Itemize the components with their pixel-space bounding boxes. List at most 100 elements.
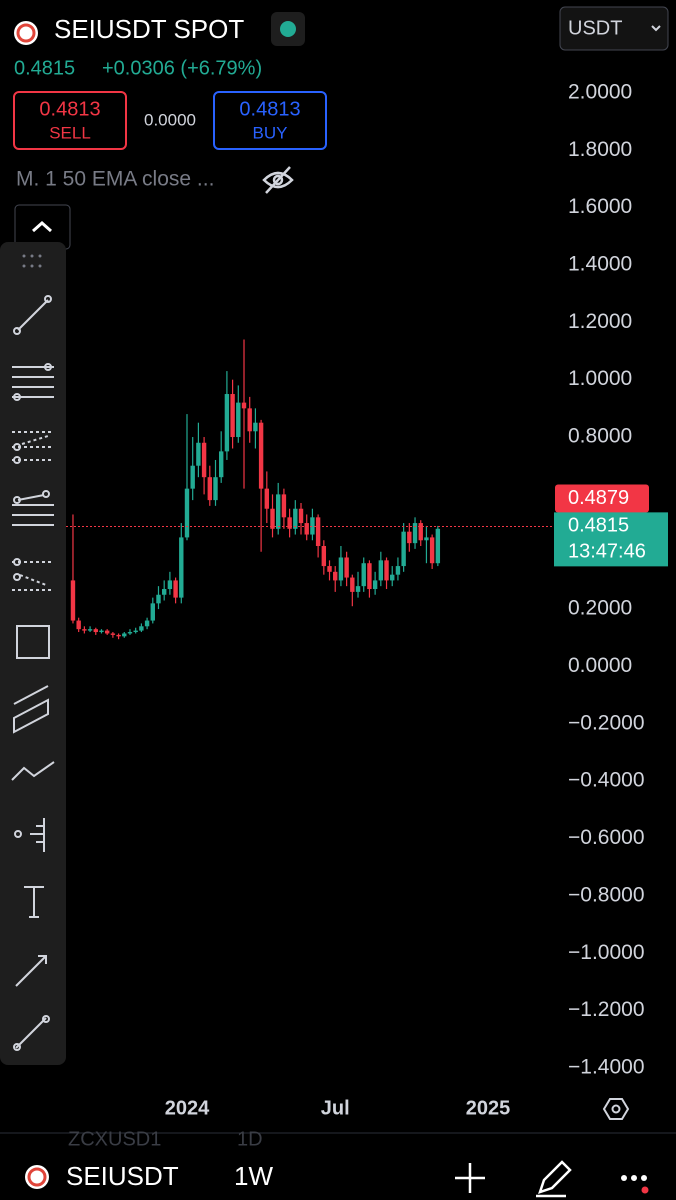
candle-body — [281, 494, 287, 518]
candle-body — [173, 580, 178, 598]
candle-body — [156, 594, 161, 604]
candle-body — [253, 422, 258, 432]
candle-body — [333, 571, 338, 581]
plot — [70, 92, 557, 1094]
candle-body — [82, 629, 87, 631]
candle-body — [236, 402, 241, 438]
draw-icon[interactable] — [536, 1160, 572, 1198]
candle-body — [150, 603, 155, 621]
indicator[interactable]: M. 1 50 EMA close ... — [16, 168, 214, 191]
candle-body — [207, 477, 212, 501]
candle-body — [395, 566, 401, 575]
candle-body — [298, 508, 304, 524]
candle-body — [310, 517, 315, 535]
footer-symbol[interactable]: SEIUSDT — [66, 1161, 179, 1191]
candle-body — [258, 422, 264, 489]
countdown: 13:47:46 — [568, 541, 646, 563]
candle-body — [241, 402, 247, 409]
last-price-label: 0.4815 — [568, 515, 629, 537]
y-tick-label: 1.6000 — [568, 195, 632, 218]
candle-body — [429, 537, 435, 564]
candle-body — [435, 528, 441, 564]
candle-body — [139, 626, 144, 631]
candle-body — [133, 630, 138, 633]
hide-icon[interactable] — [262, 166, 294, 194]
candle-body — [287, 517, 292, 529]
more-icon[interactable] — [621, 1175, 647, 1181]
y-tick-label: 0.8000 — [568, 425, 632, 448]
candle-body — [384, 560, 389, 581]
sell-price: 0.4813 — [39, 98, 100, 120]
candle-body — [110, 633, 116, 635]
candle-body — [76, 620, 81, 630]
candle-body — [264, 488, 270, 509]
add-icon[interactable] — [455, 1163, 485, 1193]
price-tag-label: 0.4879 — [568, 487, 629, 509]
candle-body — [401, 531, 406, 567]
price: 0.4815 — [14, 57, 75, 79]
y-tick-label: −1.2000 — [568, 998, 645, 1021]
candle-body — [93, 629, 98, 633]
candle-body — [201, 442, 207, 478]
y-tick-label: 1.8000 — [568, 138, 632, 161]
candle-body — [367, 563, 372, 590]
candle-body — [116, 634, 121, 637]
candle-body — [304, 523, 309, 535]
candle-body — [104, 630, 110, 634]
candle-body — [338, 557, 344, 581]
candle-body — [179, 537, 184, 598]
buy-button[interactable] — [213, 91, 327, 150]
y-tick-label: 0.2000 — [568, 597, 632, 620]
change: +0.0306 (+6.79%) — [102, 57, 262, 79]
candle-body — [407, 531, 412, 544]
candle-body — [247, 408, 252, 432]
candle-body — [87, 629, 93, 631]
currency: USDT — [568, 17, 622, 39]
candle-body — [327, 566, 332, 572]
currency-select[interactable] — [559, 6, 669, 51]
interval[interactable]: 1W — [234, 1161, 273, 1191]
last-price-tag — [554, 512, 668, 567]
y-tick-label: 1.2000 — [568, 310, 632, 333]
symbol[interactable]: SEIUSDT SPOT — [54, 14, 244, 44]
chevron — [651, 25, 661, 32]
x-tick-label: Jul — [321, 1097, 350, 1119]
candle-body — [127, 632, 133, 634]
candle-body — [184, 488, 190, 538]
buy-label: BUY — [253, 123, 288, 142]
y-tick-label: −0.8000 — [568, 883, 645, 906]
toolbar — [0, 242, 66, 1065]
y-tick-label: 2.0000 — [568, 80, 632, 103]
collapse-icon — [32, 220, 52, 233]
candle-body — [196, 442, 201, 466]
candle-body — [99, 630, 104, 633]
candle-body — [361, 563, 366, 587]
candle-body — [378, 560, 384, 581]
ghost-interval: 1D — [237, 1128, 263, 1150]
candle-body — [276, 494, 281, 529]
grip — [22, 254, 42, 268]
candle-body — [372, 580, 378, 590]
x-tick-label: 2025 — [466, 1097, 511, 1119]
y-tick-label: −0.4000 — [568, 769, 645, 792]
candle-body — [355, 586, 361, 592]
tools[interactable] — [11, 295, 55, 1051]
buy-price: 0.4813 — [239, 98, 300, 120]
candle-body — [122, 633, 127, 637]
logo-mark — [27, 1167, 47, 1187]
candle-body — [315, 517, 321, 547]
sell-label: SELL — [49, 123, 91, 142]
candle-body — [161, 589, 167, 595]
candle-body — [230, 394, 235, 438]
candle-body — [350, 577, 355, 592]
settings-icon[interactable] — [602, 1098, 630, 1120]
y-tick-label: 0.0000 — [568, 654, 632, 677]
candle-body — [412, 523, 418, 544]
sell-button[interactable] — [13, 91, 127, 150]
y-tick-label: 1.0000 — [568, 367, 632, 390]
candle-body — [270, 508, 275, 529]
candle-body — [167, 580, 173, 590]
y-tick-label: −1.4000 — [568, 1055, 645, 1078]
candle-body — [190, 465, 195, 489]
